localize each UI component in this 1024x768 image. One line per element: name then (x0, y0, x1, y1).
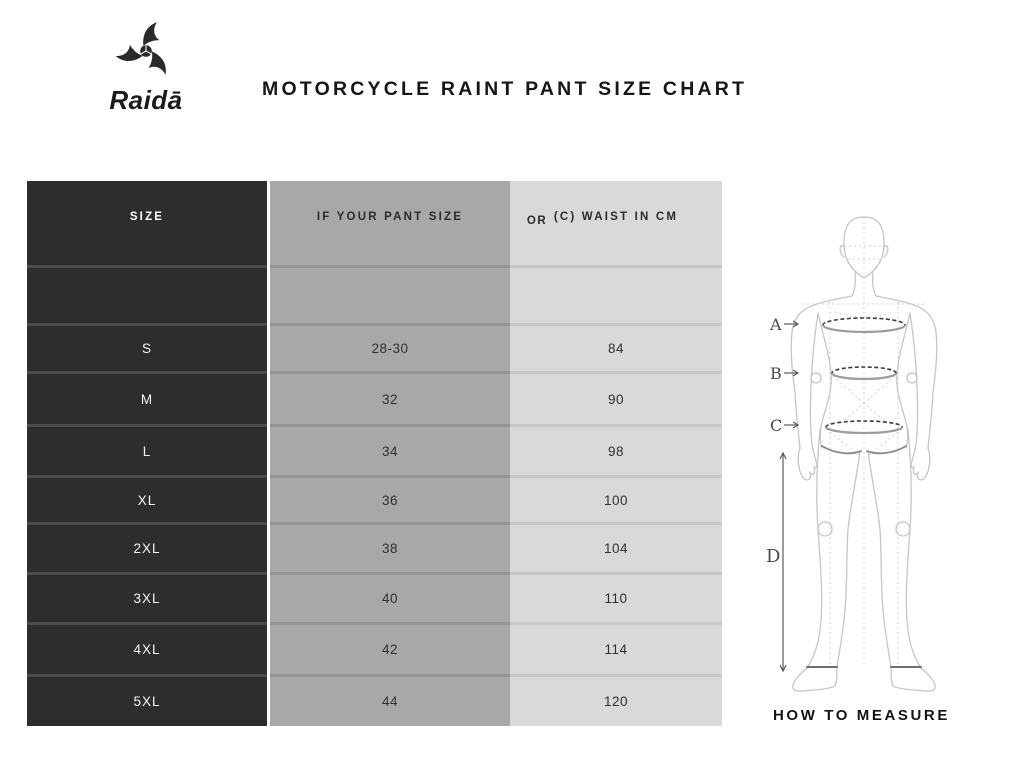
table-row: L 34 98 (27, 424, 722, 475)
table-row: 3XL 40 110 (27, 572, 722, 622)
waist-cell: 120 (510, 674, 722, 726)
pant-size-cell: 42 (270, 622, 510, 674)
page-title: MOTORCYCLE RAINT PANT SIZE CHART (262, 78, 748, 100)
pant-size-cell: 32 (270, 371, 510, 424)
size-cell: L (27, 424, 267, 475)
size-cell: 3XL (27, 572, 267, 622)
column-gap (267, 181, 270, 265)
table-spacer-row (27, 265, 722, 323)
table-row: XL 36 100 (27, 475, 722, 522)
measure-label-b: B (770, 364, 782, 383)
raida-spinner-icon (115, 22, 166, 75)
waist-cell: 110 (510, 572, 722, 622)
measure-label-c: C (770, 416, 782, 435)
brand-logo: Raidā (96, 18, 196, 116)
waist-cell: 114 (510, 622, 722, 674)
table-row: M 32 90 (27, 371, 722, 424)
header-size: SIZE (27, 181, 267, 265)
size-cell: 5XL (27, 674, 267, 726)
or-conjunction-label: OR (526, 215, 548, 227)
waist-cell: 90 (510, 371, 722, 424)
pant-size-cell: 38 (270, 522, 510, 572)
pant-size-cell: 34 (270, 424, 510, 475)
waist-cell: 84 (510, 323, 722, 371)
pant-size-cell: 36 (270, 475, 510, 522)
table-row: S 28-30 84 (27, 323, 722, 371)
measure-label-d: D (766, 546, 780, 567)
size-cell: M (27, 371, 267, 424)
size-cell: 4XL (27, 622, 267, 674)
table-row: 4XL 42 114 (27, 622, 722, 674)
how-to-measure-caption: HOW TO MEASURE (773, 707, 950, 724)
measure-label-a: A (769, 315, 782, 334)
size-cell: 2XL (27, 522, 267, 572)
waist-cell: 100 (510, 475, 722, 522)
size-table: SIZE IF YOUR PANT SIZE (C) WAIST IN CM S… (27, 181, 722, 726)
pant-size-cell: 44 (270, 674, 510, 726)
size-cell: XL (27, 475, 267, 522)
header-pant-size: IF YOUR PANT SIZE (270, 181, 510, 265)
waist-cell: 104 (510, 522, 722, 572)
mannequin-diagram-icon: A B C D (766, 216, 938, 692)
pant-size-cell: 40 (270, 572, 510, 622)
measure-figure: A B C D (740, 180, 1020, 740)
pant-size-cell: 28-30 (270, 323, 510, 371)
table-row: 5XL 44 120 (27, 674, 722, 726)
brand-name: Raidā (109, 85, 183, 115)
table-row: 2XL 38 104 (27, 522, 722, 572)
waist-cell: 98 (510, 424, 722, 475)
table-header-row: SIZE IF YOUR PANT SIZE (C) WAIST IN CM (27, 181, 722, 265)
size-cell: S (27, 323, 267, 371)
header-waist: (C) WAIST IN CM (510, 181, 722, 265)
